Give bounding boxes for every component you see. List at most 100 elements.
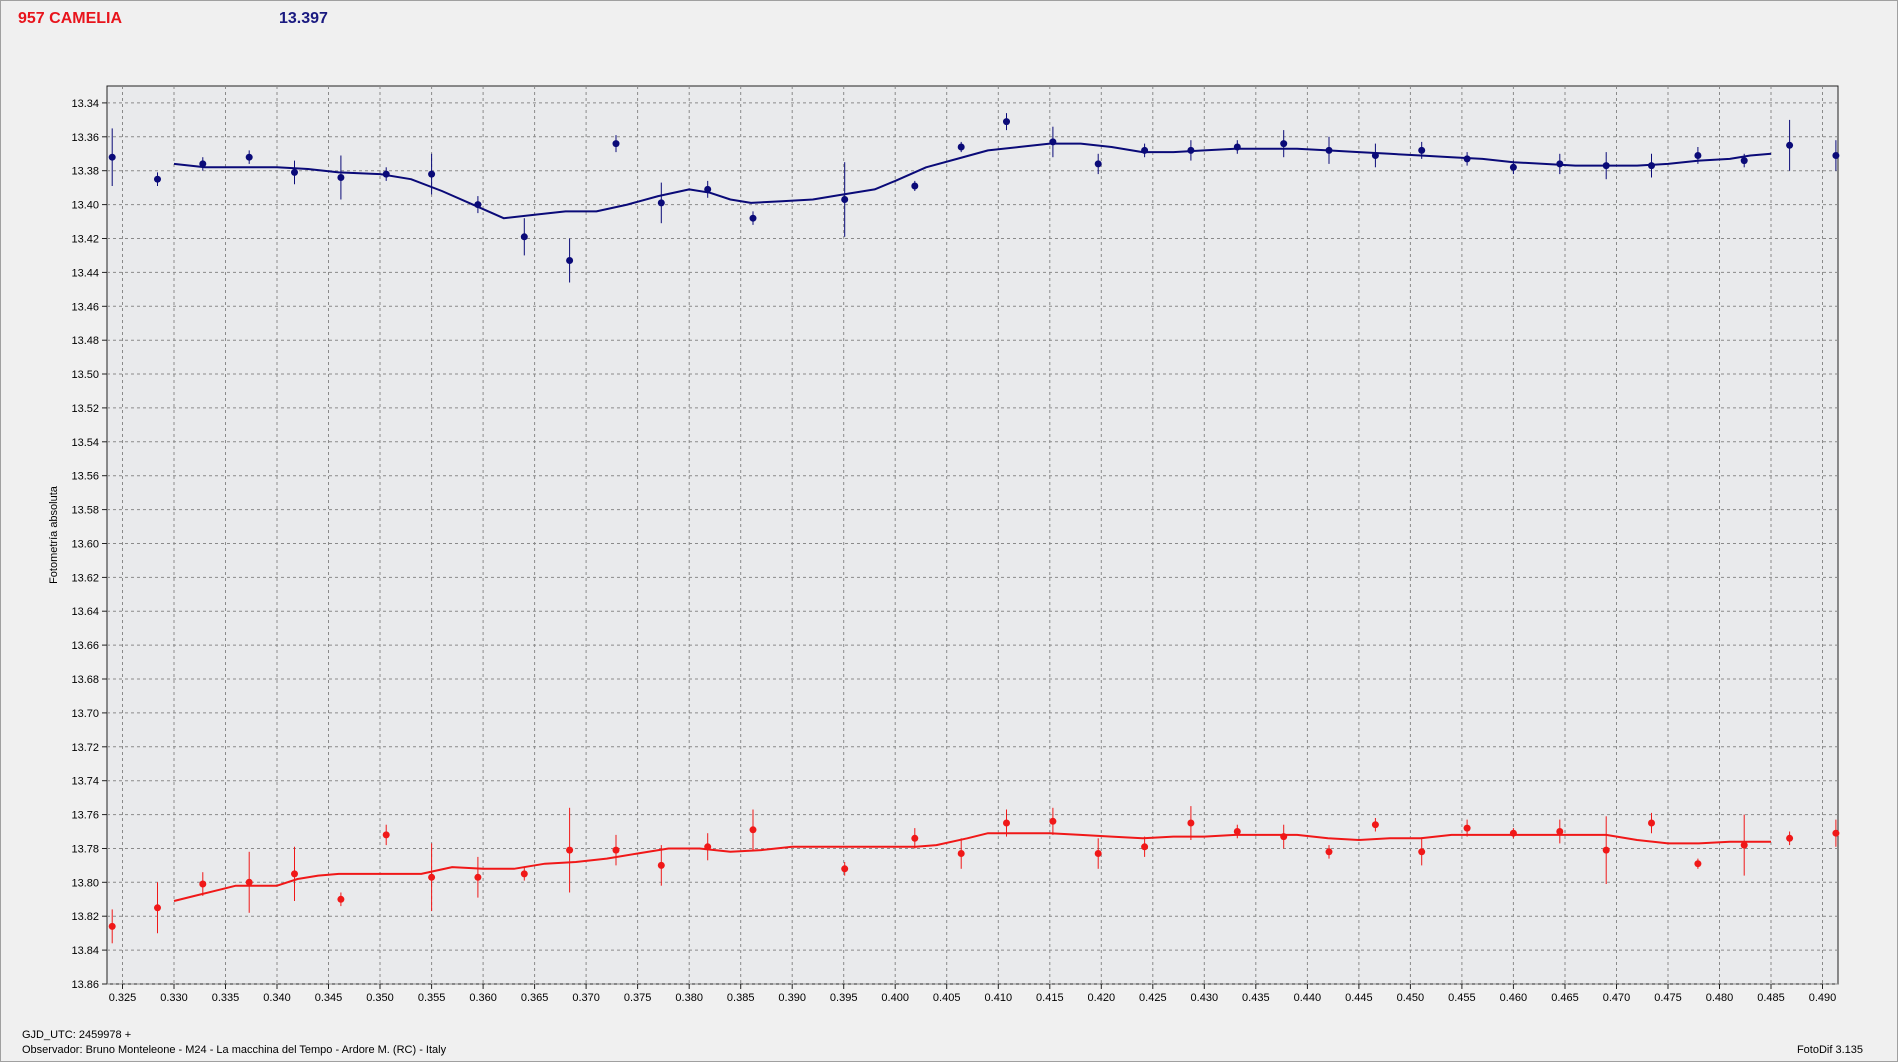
data-point <box>1509 829 1517 837</box>
y-tick-label: 13.82 <box>71 911 99 923</box>
y-tick-label: 13.70 <box>71 708 99 720</box>
data-point <box>1141 146 1149 154</box>
x-tick-label: 0.430 <box>1191 992 1219 1004</box>
data-point <box>154 904 161 912</box>
data-point <box>1094 850 1102 857</box>
data-point <box>337 174 345 181</box>
x-tick-label: 0.385 <box>727 992 755 1004</box>
data-point <box>1694 152 1702 159</box>
data-point <box>1648 819 1655 827</box>
y-tick-label: 13.42 <box>71 234 99 246</box>
x-tick-label: 0.335 <box>212 992 240 1004</box>
data-point <box>566 257 574 264</box>
observer-label: Observador: Bruno Monteleone - M24 - La … <box>22 1044 447 1056</box>
data-point <box>911 834 919 842</box>
y-tick-label: 13.60 <box>71 539 99 551</box>
x-tick-label: 0.455 <box>1448 992 1476 1004</box>
y-tick-label: 13.62 <box>71 572 99 584</box>
data-point <box>749 214 757 222</box>
x-tick-label: 0.440 <box>1294 992 1322 1004</box>
x-tick-label: 0.470 <box>1603 992 1631 1004</box>
fit-curves <box>173 142 1772 902</box>
data-point <box>1648 162 1655 170</box>
data-point <box>1602 846 1610 854</box>
x-tick-label: 0.485 <box>1757 992 1785 1004</box>
x-tick-label: 0.460 <box>1500 992 1528 1004</box>
x-tick-label: 0.380 <box>675 992 703 1004</box>
data-point <box>1556 828 1564 835</box>
data-point <box>657 199 665 207</box>
data-point <box>1740 841 1748 849</box>
fit-curve-2 <box>173 832 1771 902</box>
data-point <box>1280 140 1288 148</box>
data-point <box>1233 143 1241 151</box>
data-point <box>1418 848 1426 856</box>
x-tick-label: 0.415 <box>1036 992 1064 1004</box>
x-tick-label: 0.475 <box>1654 992 1682 1004</box>
data-point <box>841 865 849 873</box>
data-point <box>1325 848 1333 856</box>
x-tick-label: 0.410 <box>985 992 1013 1004</box>
data-point <box>911 182 919 190</box>
y-tick-label: 13.80 <box>71 877 99 889</box>
data-point <box>1187 819 1195 827</box>
y-tick-label: 13.64 <box>71 606 99 618</box>
object-name: 957 CAMELIA <box>18 10 123 27</box>
data-point <box>1003 118 1010 126</box>
data-point <box>154 175 161 183</box>
x-axis-ticks: 0.325 0.330 0.335 0.340 0.345 0.350 0.355 0.360… <box>109 984 1836 1004</box>
data-point <box>291 168 298 176</box>
software-version: FotoDif 3.135 <box>1796 1044 1863 1056</box>
y-tick-label: 13.56 <box>71 471 99 483</box>
data-point <box>382 831 390 839</box>
y-tick-label: 13.36 <box>71 132 99 144</box>
y-tick-label: 13.74 <box>71 776 99 788</box>
x-tick-label: 0.480 <box>1706 992 1734 1004</box>
data-point <box>382 170 390 178</box>
data-point <box>1187 146 1195 154</box>
data-point <box>1280 833 1288 841</box>
x-tick-label: 0.350 <box>366 992 394 1004</box>
data-point <box>1832 829 1840 837</box>
y-tick-label: 13.86 <box>71 979 99 991</box>
data-point <box>612 846 620 854</box>
x-tick-label: 0.395 <box>830 992 858 1004</box>
y-axis-ticks: 13.34 13.36 13.38 13.40 13.42 13.44 13.46 13.48… <box>71 98 107 991</box>
data-point <box>108 153 116 161</box>
data-point <box>1694 860 1702 868</box>
data-point <box>474 873 482 881</box>
data-point <box>108 922 116 930</box>
y-tick-label: 13.54 <box>71 437 99 449</box>
data-point <box>612 140 620 148</box>
data-point <box>749 826 757 834</box>
x-tick-label: 0.425 <box>1139 992 1167 1004</box>
y-tick-label: 13.76 <box>71 810 99 822</box>
data-point <box>199 880 207 888</box>
data-point <box>1233 828 1241 835</box>
x-tick-label: 0.345 <box>315 992 343 1004</box>
y-tick-label: 13.58 <box>71 505 99 517</box>
magnitude-value: 13.397 <box>279 10 328 27</box>
data-point <box>337 895 345 903</box>
x-tick-label: 0.390 <box>778 992 806 1004</box>
data-point <box>291 870 298 878</box>
data-point <box>1786 834 1794 842</box>
data-point <box>957 850 965 857</box>
data-point <box>704 185 712 193</box>
y-tick-label: 13.84 <box>71 945 99 957</box>
data-points <box>108 113 1840 944</box>
y-axis-label: Fotometría absoluta <box>48 485 60 584</box>
y-tick-label: 13.48 <box>71 335 99 347</box>
data-point <box>1325 146 1333 154</box>
y-tick-label: 13.68 <box>71 674 99 686</box>
x-tick-label: 0.405 <box>933 992 961 1004</box>
y-tick-label: 13.34 <box>71 98 99 110</box>
grid-lines <box>107 86 1838 985</box>
data-point <box>1556 160 1564 168</box>
gjd-label: GJD_UTC: 2459978 + <box>22 1029 132 1041</box>
data-point <box>428 170 436 178</box>
x-tick-label: 0.360 <box>469 992 497 1004</box>
fit-curve-1 <box>173 142 1772 220</box>
x-tick-label: 0.370 <box>572 992 600 1004</box>
